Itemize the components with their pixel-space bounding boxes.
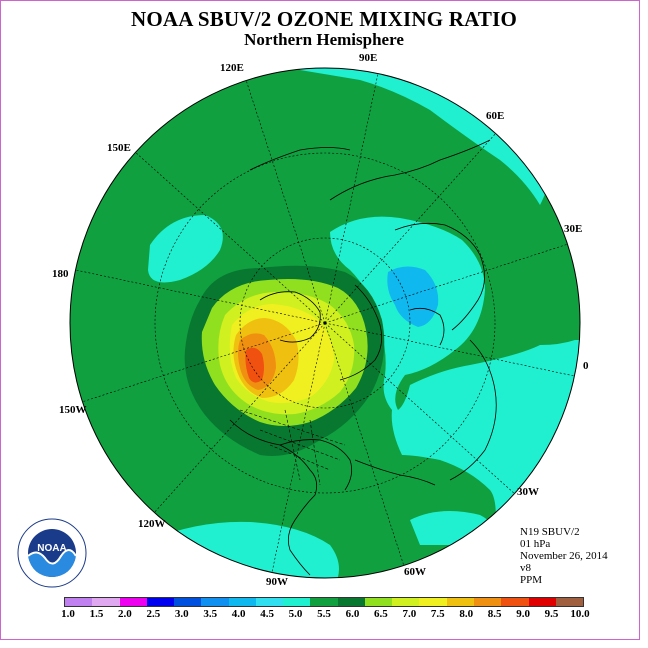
color-scale-segment	[473, 598, 502, 606]
color-scale-segment	[446, 598, 474, 606]
lon-label-150e: 150E	[107, 142, 131, 154]
latitude-circle	[154, 152, 496, 494]
lon-label-120w: 120W	[138, 518, 166, 530]
meridian-line	[70, 268, 326, 324]
map-field	[70, 68, 580, 578]
globe-outline	[69, 67, 581, 579]
color-scale-tick-label: 3.0	[174, 608, 189, 620]
color-scale-segment	[255, 598, 284, 606]
color-scale-tick-label: 6.5	[374, 608, 388, 620]
meridian-line	[324, 322, 519, 498]
color-scale-tick-label: 4.0	[231, 608, 246, 620]
lon-label-30e: 30E	[564, 223, 583, 235]
color-scale-tick-label: 9.0	[516, 608, 530, 620]
lon-label-180: 180	[52, 268, 69, 280]
color-scale-tick-label: 2.5	[146, 608, 161, 620]
color-scale-segment	[364, 598, 393, 606]
color-scale-segment	[310, 598, 338, 606]
color-scale-tick-label: 3.5	[203, 608, 218, 620]
logo-text: NOAA	[37, 543, 66, 554]
color-scale-segment	[174, 598, 202, 606]
color-scale-tick-label: 10.0	[570, 608, 590, 620]
color-scale-tick-label: 7.5	[430, 608, 445, 620]
page-frame	[0, 0, 640, 640]
color-scale-segment	[146, 598, 175, 606]
lon-label-0: 0	[583, 360, 589, 372]
color-scale-segment	[337, 598, 365, 606]
color-scale-segment	[201, 598, 229, 606]
color-scale-segment	[392, 598, 420, 606]
info-version: v8	[520, 562, 531, 574]
latitude-circle	[239, 237, 411, 409]
meridian-line	[77, 322, 326, 404]
color-scale-tick-label: 1.0	[61, 608, 75, 620]
lon-label-120e: 120E	[220, 62, 244, 74]
meridian-line	[324, 242, 573, 324]
lon-label-90w: 90W	[266, 576, 288, 588]
meridian-line	[150, 322, 326, 517]
ozone-contour-bottom	[150, 521, 339, 578]
ozone-contour-9-0	[245, 347, 264, 383]
color-scale-tick-label: 9.5	[544, 608, 559, 620]
info-date: November 26, 2014	[520, 550, 608, 562]
color-scale-ticks: 1.0 1.5 2.0 2.5 3.0 3.5 4.0 4.5 5.0 5.5 6.0 6.5 7.0 7…	[0, 608, 648, 622]
page-subtitle: Northern Hemisphere	[244, 30, 404, 49]
color-scale-bar	[64, 597, 584, 607]
noaa-logo: NOAA	[17, 518, 87, 588]
ozone-contour-low-patch	[387, 266, 439, 327]
meridian-line	[244, 75, 326, 324]
meridian-line	[324, 68, 380, 324]
color-scale-segment	[528, 598, 556, 606]
lon-label-90e: 90E	[359, 52, 378, 64]
meridian-line	[131, 148, 326, 324]
info-satellite: N19 SBUV/2	[520, 526, 580, 538]
color-scale-tick-label: 7.0	[402, 608, 417, 620]
color-scale-segment	[501, 598, 529, 606]
color-scale-tick-label: 5.0	[288, 608, 303, 620]
color-scale-segment	[419, 598, 447, 606]
color-scale-tick-label: 4.5	[260, 608, 274, 620]
ozone-contour-upper-left	[148, 215, 223, 283]
info-units: PPM	[520, 574, 543, 586]
color-scale-segment	[555, 598, 584, 606]
page-title: NOAA SBUV/2 OZONE MIXING RATIO	[131, 7, 517, 31]
color-scale-segment	[119, 598, 147, 606]
info-block: N19 SBUV/2 01 hPa November 26, 2014 v8 P…	[520, 526, 608, 586]
color-scale-segment	[65, 598, 93, 606]
meridian-line	[324, 322, 406, 571]
color-scale-tick-label: 8.5	[487, 608, 502, 620]
lon-label-60w: 60W	[404, 566, 426, 578]
lon-label-150w: 150W	[59, 404, 87, 416]
color-scale-segment	[228, 598, 256, 606]
meridian-line	[324, 129, 500, 324]
color-scale-tick-label: 2.0	[118, 608, 132, 620]
lon-label-30w: 30W	[517, 486, 539, 498]
graticule-lines	[70, 68, 580, 578]
color-scale-tick-label: 1.5	[89, 608, 104, 620]
meridian-line	[324, 322, 580, 378]
color-scale-segment	[283, 598, 311, 606]
lon-label-60e: 60E	[486, 110, 505, 122]
meridian-line	[270, 322, 326, 578]
color-scale-tick-label: 8.0	[459, 608, 474, 620]
color-scale-tick-label: 6.0	[345, 608, 360, 620]
coastlines	[229, 139, 497, 576]
color-scale-tick-label: 5.5	[317, 608, 331, 620]
info-level: 01 hPa	[520, 538, 551, 550]
color-scale-segment	[92, 598, 120, 606]
boundaries	[239, 409, 346, 486]
